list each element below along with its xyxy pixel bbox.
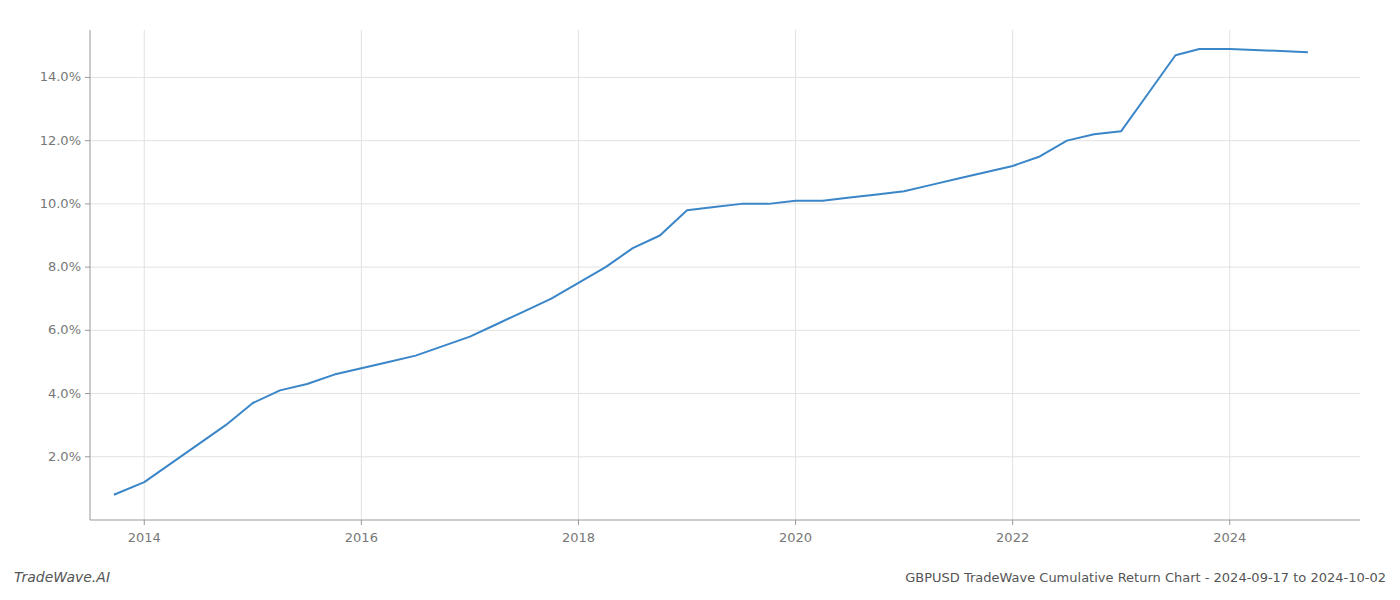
title: GBPUSD TradeWave Cumulative Return Chart… xyxy=(905,570,1386,585)
x-tick xyxy=(1229,520,1230,525)
y-grid-line xyxy=(90,203,1360,204)
y-tick xyxy=(85,330,90,331)
y-tick-label: 6.0% xyxy=(48,322,81,337)
x-grid-line xyxy=(578,30,579,520)
y-tick-label: 14.0% xyxy=(40,69,81,84)
x-grid-line xyxy=(144,30,145,520)
y-tick-label: 12.0% xyxy=(40,133,81,148)
x-tick xyxy=(578,520,579,525)
y-tick xyxy=(85,77,90,78)
y-axis-line xyxy=(90,30,91,520)
y-grid-line xyxy=(90,140,1360,141)
y-tick xyxy=(85,393,90,394)
y-grid-line xyxy=(90,267,1360,268)
plot-area xyxy=(114,49,1308,495)
x-tick-label: 2018 xyxy=(562,530,595,545)
x-tick xyxy=(361,520,362,525)
x-tick xyxy=(795,520,796,525)
watermark: TradeWave.AI xyxy=(14,569,110,585)
x-grid-line xyxy=(1012,30,1013,520)
y-tick xyxy=(85,456,90,457)
y-grid-line xyxy=(90,393,1360,394)
grid xyxy=(90,30,1360,520)
x-grid-line xyxy=(361,30,362,520)
y-tick xyxy=(85,140,90,141)
y-tick-label: 8.0% xyxy=(48,259,81,274)
x-tick-label: 2014 xyxy=(128,530,161,545)
x-tick-label: 2024 xyxy=(1213,530,1246,545)
x-grid-line xyxy=(795,30,796,520)
x-grid-line xyxy=(1229,30,1230,520)
x-tick-label: 2022 xyxy=(996,530,1029,545)
chart: 2014 2016 2018 2020 2022 2024 2.0% 4.0% 6.0% 8.0%… xyxy=(0,0,1400,600)
y-tick-label: 2.0% xyxy=(48,449,81,464)
x-axis-line xyxy=(90,520,1360,521)
y-grid-line xyxy=(90,77,1360,78)
y-tick xyxy=(85,203,90,204)
y-grid-line xyxy=(90,330,1360,331)
y-tick xyxy=(85,267,90,268)
x-tick-label: 2016 xyxy=(345,530,378,545)
y-tick-label: 4.0% xyxy=(48,386,81,401)
x-tick xyxy=(144,520,145,525)
line-series xyxy=(114,49,1308,495)
y-grid-line xyxy=(90,456,1360,457)
y-tick-label: 10.0% xyxy=(40,196,81,211)
x-tick xyxy=(1012,520,1013,525)
x-tick-label: 2020 xyxy=(779,530,812,545)
